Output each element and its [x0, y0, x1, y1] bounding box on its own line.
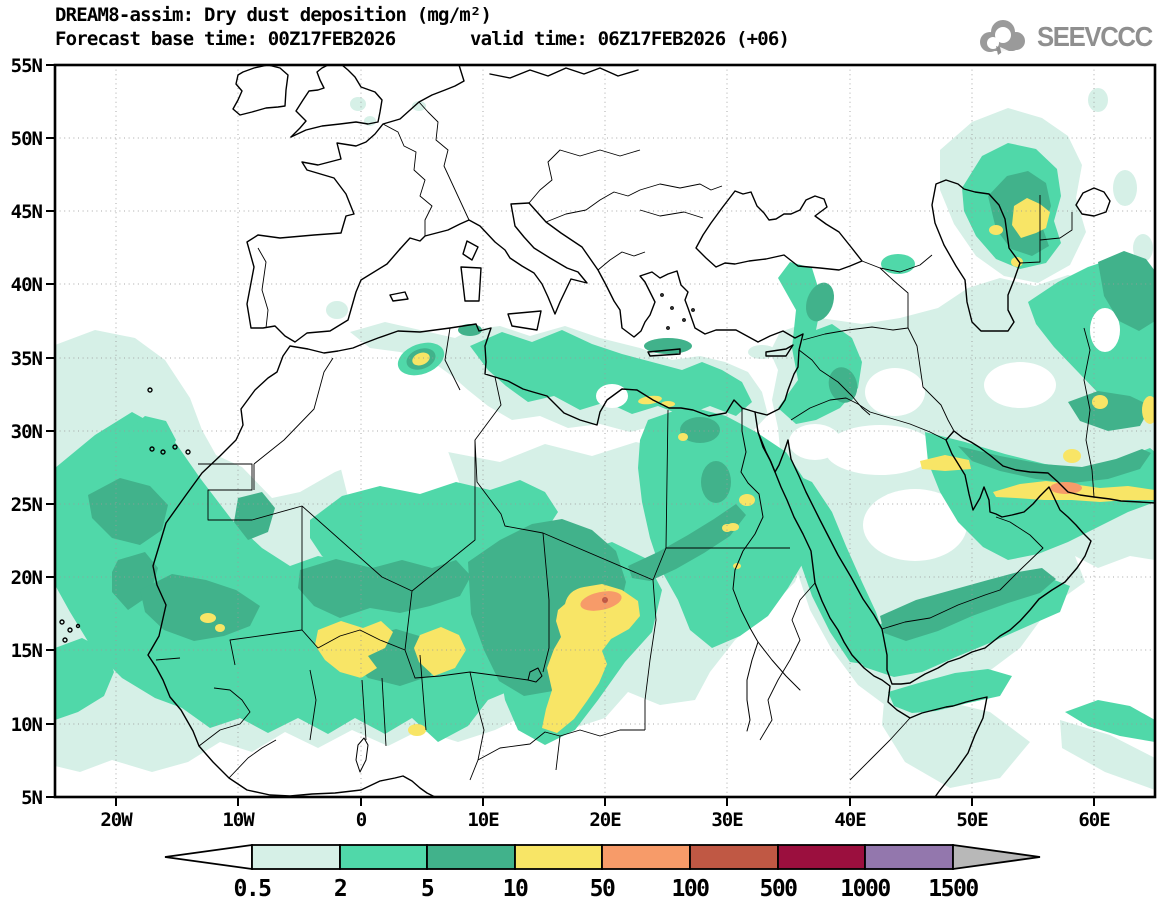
lat-label: 50N [11, 128, 43, 150]
colorbar-cell [689, 844, 779, 870]
lon-label: 40E [834, 809, 866, 831]
dust-gap-east [1090, 308, 1120, 352]
x-axis-labels: 20W 10W 0 10E 20E 30E 40E 50E 60E [100, 809, 1111, 831]
colorbar-underflow-arrow [164, 843, 253, 871]
colorbar-label: 1500 [928, 876, 978, 902]
dust-contour-layers [55, 88, 1155, 790]
lat-label: 15N [11, 640, 43, 662]
lat-label: 55N [11, 55, 43, 77]
dust-level-50 [580, 482, 1082, 611]
cloud-icon [980, 20, 1026, 56]
colorbar-label: 50 [590, 876, 615, 902]
colorbar-label: 100 [671, 876, 709, 902]
colorbar-labels: 0.5 2 5 10 50 100 500 1000 1500 [233, 876, 979, 902]
colorbar-label: 5 [421, 876, 434, 902]
lon-label: 20W [100, 809, 133, 831]
lon-label: 30E [711, 809, 743, 831]
lon-label: 50E [956, 809, 988, 831]
colorbar-cell [251, 844, 341, 870]
colorbar-label: 0.5 [233, 876, 271, 902]
colorbar-overflow-arrow [952, 843, 1041, 871]
page-title: DREAM8-assim: Dry dust deposition (mg/m²… [55, 4, 492, 26]
lat-label: 35N [11, 348, 43, 370]
lat-label: 45N [11, 201, 43, 223]
colorbar-cell [426, 844, 516, 870]
lon-label: 0 [356, 809, 367, 831]
lat-label: 25N [11, 494, 43, 516]
colorbar-cell [864, 844, 954, 870]
y-axis-labels: 55N 50N 45N 40N 35N 30N 25N 20N 15N 10N … [11, 55, 44, 809]
colorbar-label: 1000 [840, 876, 890, 902]
lon-label: 60E [1078, 809, 1110, 831]
lon-label: 10W [222, 809, 255, 831]
dust-level-100 [602, 597, 608, 603]
forecast-base-time: Forecast base time: 00Z17FEB2026 [55, 28, 396, 50]
logo-text: SEEVCCC [1037, 21, 1153, 52]
lat-label: 5N [21, 787, 42, 809]
colorbar-cell [514, 844, 603, 870]
lat-label: 30N [11, 421, 43, 443]
colorbar-cell [339, 844, 428, 870]
colorbar: 0.5 2 5 10 50 100 500 1000 1500 [164, 843, 1041, 902]
seevccc-logo: SEEVCCC [976, 16, 1157, 58]
country-borders [155, 101, 1095, 781]
lat-label: 10N [11, 714, 43, 736]
valid-time: valid time: 06Z17FEB2026 (+06) [470, 28, 790, 50]
colorbar-cell [601, 844, 691, 870]
colorbar-cell [777, 844, 866, 870]
lat-label: 40N [11, 274, 43, 296]
colorbar-label: 500 [759, 876, 797, 902]
lat-label: 20N [11, 567, 43, 589]
axis-ticks [46, 64, 1095, 806]
lon-label: 20E [589, 809, 621, 831]
coastlines [59, 65, 1155, 797]
lon-label: 10E [467, 809, 499, 831]
colorbar-label: 10 [503, 876, 528, 902]
colorbar-label: 2 [334, 876, 346, 902]
